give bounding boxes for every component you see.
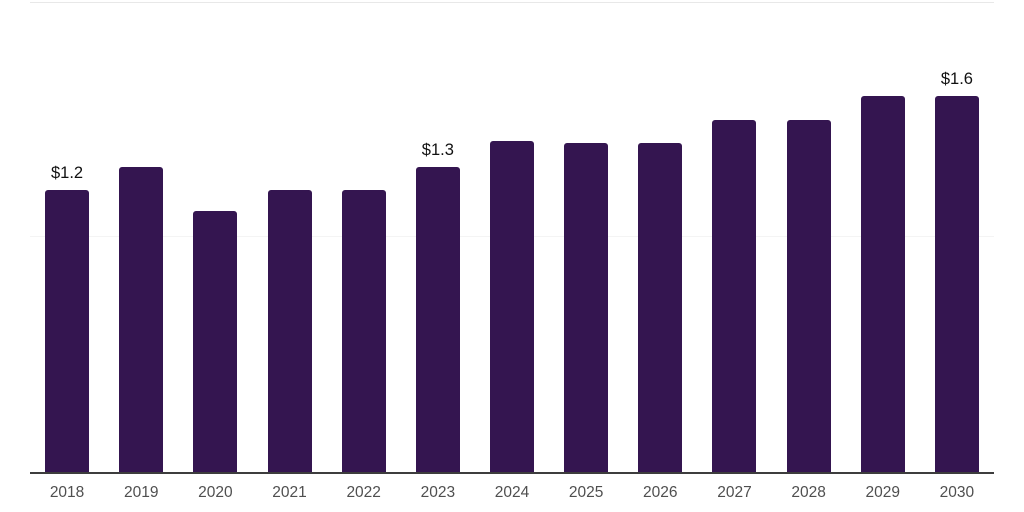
bar-2029 <box>860 96 905 472</box>
x-tick-label-2018: 2018 <box>49 484 85 501</box>
bar-2022 <box>341 190 386 472</box>
x-tick-label-2020: 2020 <box>198 484 233 501</box>
bar-2026 <box>638 143 683 472</box>
x-tick-label-2019: 2019 <box>123 484 159 501</box>
bar-2028 <box>786 119 831 472</box>
x-tick-label-2024: 2024 <box>494 484 530 501</box>
x-axis-line <box>30 472 994 474</box>
bar-2024 <box>490 140 534 472</box>
x-tick-label-2025: 2025 <box>568 484 604 501</box>
x-tick-label-2022: 2022 <box>346 484 381 501</box>
x-tick-label-2023: 2023 <box>420 484 456 501</box>
bar-2020 <box>193 211 238 472</box>
x-tick-label-2029: 2029 <box>865 484 900 501</box>
data-label-2030: $1.6 <box>940 70 973 88</box>
bar-2025 <box>564 143 609 472</box>
bar-2023 <box>415 166 460 472</box>
x-tick-label-2026: 2026 <box>643 484 678 501</box>
bar-2018 <box>45 190 90 472</box>
data-label-2023: $1.3 <box>421 140 454 159</box>
data-label-2018: $1.2 <box>51 164 84 182</box>
bar-2019 <box>119 166 164 472</box>
bar-2030 <box>934 96 979 472</box>
bar-2027 <box>712 119 757 472</box>
x-tick-label-2021: 2021 <box>272 484 307 501</box>
x-tick-label-2027: 2027 <box>717 484 752 501</box>
x-tick-label-2030: 2030 <box>939 484 975 501</box>
gridline-2-0 <box>30 2 994 3</box>
x-tick-label-2028: 2028 <box>791 484 826 501</box>
bar-2021 <box>267 190 312 472</box>
